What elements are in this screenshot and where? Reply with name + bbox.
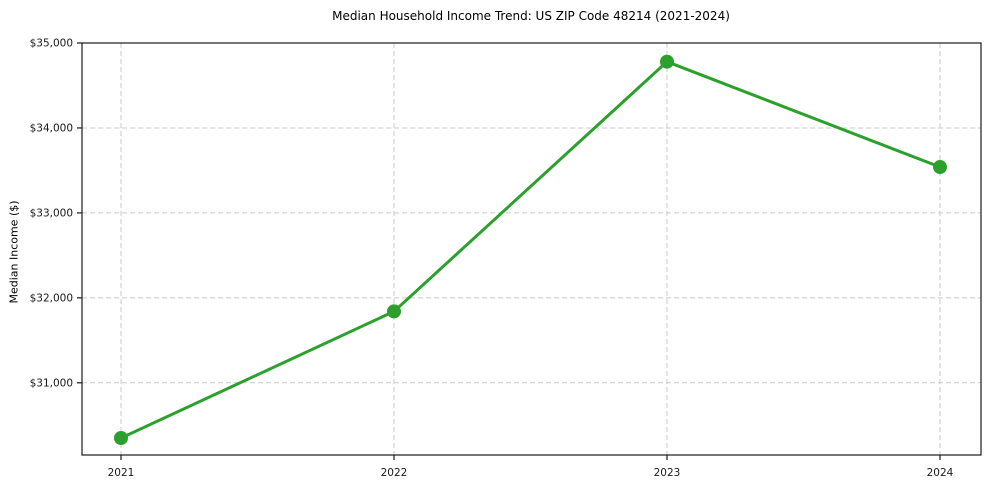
data-point-marker — [114, 431, 128, 446]
data-point-marker — [933, 160, 947, 175]
x-tick-label: 2023 — [654, 467, 681, 479]
y-axis-label: Median Income ($) — [7, 200, 21, 304]
chart-title: Median Household Income Trend: US ZIP Co… — [332, 9, 730, 23]
y-tick-label: $34,000 — [30, 122, 73, 134]
data-point-marker — [660, 54, 674, 69]
y-tick-label: $35,000 — [30, 38, 73, 50]
x-tick-label: 2022 — [381, 467, 408, 479]
x-tick-label: 2024 — [927, 467, 954, 479]
y-tick-label: $32,000 — [30, 292, 73, 304]
plot-spines — [81, 42, 982, 456]
data-point-marker — [387, 304, 401, 319]
trend-line — [119, 60, 942, 440]
y-tick-label: $33,000 — [30, 207, 73, 219]
y-tick-label: $31,000 — [30, 377, 73, 389]
x-tick-label: 2021 — [108, 467, 135, 479]
